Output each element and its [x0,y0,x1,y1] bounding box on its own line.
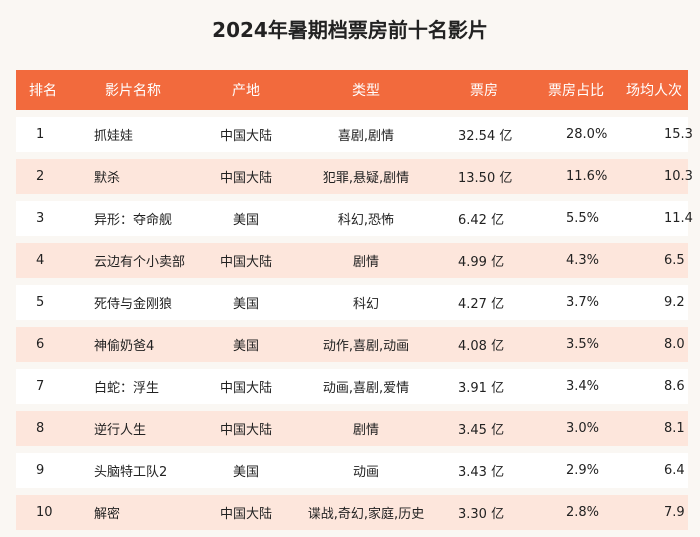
header-origin: 产地 [196,70,296,110]
table-row: 9 头脑特工队2 美国 动画 3.43 亿 2.9% 6.4 [16,453,688,488]
cell-rank: 3 [16,201,70,236]
cell-rank: 5 [16,285,70,320]
cell-gross: 13.50 亿 [436,159,532,194]
table-row: 10 解密 中国大陆 谍战,奇幻,家庭,历史 3.30 亿 2.8% 7.9 [16,495,688,530]
cell-gross: 3.43 亿 [436,453,532,488]
header-rank: 排名 [16,70,70,110]
cell-genre: 剧情 [296,411,436,446]
cell-name: 神偷奶爸4 [70,327,196,362]
page-title: 2024年暑期档票房前十名影片 [212,18,488,42]
cell-share: 2.9% [532,453,620,488]
cell-genre: 科幻 [296,285,436,320]
cell-avg: 6.5 [620,243,688,278]
cell-rank: 2 [16,159,70,194]
cell-rank: 4 [16,243,70,278]
cell-avg: 7.9 [620,495,688,530]
table-row: 7 白蛇：浮生 中国大陆 动画,喜剧,爱情 3.91 亿 3.4% 8.6 [16,369,688,404]
table-row: 8 逆行人生 中国大陆 剧情 3.45 亿 3.0% 8.1 [16,411,688,446]
cell-share: 11.6% [532,159,620,194]
cell-origin: 中国大陆 [196,117,296,152]
cell-genre: 剧情 [296,243,436,278]
header-gross: 票房 [436,70,532,110]
cell-genre: 犯罪,悬疑,剧情 [296,159,436,194]
box-office-table: 排名 影片名称 产地 类型 票房 票房占比 场均人次 1 抓娃娃 中国大陆 喜剧… [16,63,693,537]
header-name: 影片名称 [70,70,196,110]
cell-genre: 动作,喜剧,动画 [296,327,436,362]
cell-origin: 美国 [196,285,296,320]
cell-origin: 中国大陆 [196,495,296,530]
cell-avg: 8.6 [620,369,688,404]
table-row: 5 死侍与金刚狼 美国 科幻 4.27 亿 3.7% 9.2 [16,285,688,320]
cell-share: 3.4% [532,369,620,404]
cell-name: 解密 [70,495,196,530]
header-share: 票房占比 [532,70,620,110]
table-row: 4 云边有个小卖部 中国大陆 剧情 4.99 亿 4.3% 6.5 [16,243,688,278]
cell-origin: 美国 [196,453,296,488]
cell-gross: 4.27 亿 [436,285,532,320]
cell-share: 5.5% [532,201,620,236]
cell-origin: 美国 [196,327,296,362]
table-row: 2 默杀 中国大陆 犯罪,悬疑,剧情 13.50 亿 11.6% 10.3 [16,159,693,194]
cell-origin: 中国大陆 [196,243,296,278]
table-row: 1 抓娃娃 中国大陆 喜剧,剧情 32.54 亿 28.0% 15.3 [16,117,693,152]
cell-genre: 谍战,奇幻,家庭,历史 [296,495,436,530]
cell-name: 逆行人生 [70,411,196,446]
cell-rank: 8 [16,411,70,446]
cell-name: 抓娃娃 [70,117,196,152]
cell-name: 白蛇：浮生 [70,369,196,404]
cell-share: 3.7% [532,285,620,320]
cell-rank: 1 [16,117,70,152]
cell-avg: 15.3 [620,117,693,152]
header-avg: 场均人次 [620,70,688,110]
table-row: 6 神偷奶爸4 美国 动作,喜剧,动画 4.08 亿 3.5% 8.0 [16,327,688,362]
cell-origin: 美国 [196,201,296,236]
cell-name: 异形：夺命舰 [70,201,196,236]
table-row: 3 异形：夺命舰 美国 科幻,恐怖 6.42 亿 5.5% 11.4 [16,201,693,236]
cell-avg: 9.2 [620,285,688,320]
cell-rank: 10 [16,495,70,530]
cell-share: 2.8% [532,495,620,530]
header-genre: 类型 [296,70,436,110]
cell-share: 4.3% [532,243,620,278]
cell-gross: 3.45 亿 [436,411,532,446]
cell-gross: 3.91 亿 [436,369,532,404]
cell-gross: 4.08 亿 [436,327,532,362]
cell-avg: 11.4 [620,201,693,236]
cell-genre: 喜剧,剧情 [296,117,436,152]
cell-name: 死侍与金刚狼 [70,285,196,320]
cell-name: 头脑特工队2 [70,453,196,488]
cell-gross: 32.54 亿 [436,117,532,152]
cell-share: 3.5% [532,327,620,362]
cell-name: 云边有个小卖部 [70,243,196,278]
cell-gross: 4.99 亿 [436,243,532,278]
cell-name: 默杀 [70,159,196,194]
cell-rank: 6 [16,327,70,362]
cell-gross: 3.30 亿 [436,495,532,530]
cell-rank: 9 [16,453,70,488]
cell-rank: 7 [16,369,70,404]
cell-share: 28.0% [532,117,620,152]
cell-origin: 中国大陆 [196,159,296,194]
cell-avg: 10.3 [620,159,693,194]
cell-genre: 动画 [296,453,436,488]
cell-origin: 中国大陆 [196,411,296,446]
cell-genre: 动画,喜剧,爱情 [296,369,436,404]
cell-avg: 8.1 [620,411,688,446]
cell-avg: 8.0 [620,327,688,362]
cell-share: 3.0% [532,411,620,446]
cell-avg: 6.4 [620,453,688,488]
table-header-row: 排名 影片名称 产地 类型 票房 票房占比 场均人次 [16,70,688,110]
cell-origin: 中国大陆 [196,369,296,404]
cell-gross: 6.42 亿 [436,201,532,236]
cell-genre: 科幻,恐怖 [296,201,436,236]
